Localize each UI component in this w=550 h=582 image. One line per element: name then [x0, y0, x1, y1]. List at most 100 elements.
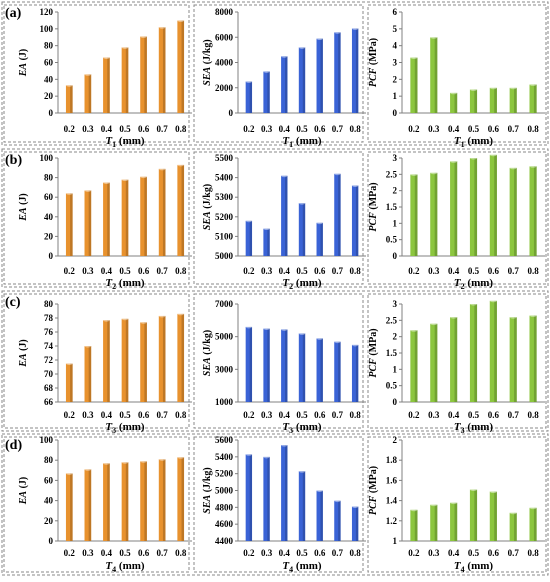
bar-shade: [533, 507, 537, 541]
bar: [158, 459, 166, 541]
y-tick-label: 0: [49, 108, 54, 118]
bar-shade: [267, 456, 270, 541]
bar-shade: [267, 228, 270, 256]
bar: [103, 182, 110, 256]
x-tick-label: 0.4: [101, 266, 113, 276]
x-axis-subscript: 1: [289, 140, 293, 149]
bar-cap: [316, 336, 323, 340]
bar-cap: [177, 455, 185, 459]
chart-ea-2: 0 20 40 60 80 100 0.2 0.3 0.4 0.5 0.6 0.7 0.8 T2 (mm)…: [3, 151, 192, 291]
x-axis-subscript: 4: [461, 565, 465, 574]
bar: [158, 315, 166, 402]
bar-shade: [533, 84, 537, 113]
y-tick-label: 3000: [215, 364, 234, 374]
x-tick-label: 0.7: [332, 266, 344, 276]
bar: [489, 491, 497, 541]
x-tick-label: 0.3: [261, 266, 273, 276]
x-tick-label: 0.4: [448, 266, 460, 276]
y-axis-unit: (J): [18, 477, 29, 491]
bar: [281, 56, 288, 113]
bar-cap: [430, 35, 438, 39]
y-tick-label: 40: [44, 496, 54, 506]
bar-shade: [125, 462, 129, 541]
bar-cap: [84, 344, 92, 348]
y-tick-label: 40: [44, 212, 54, 222]
bar: [529, 84, 537, 113]
bar-cap: [529, 506, 537, 510]
bar-cap: [351, 504, 359, 508]
bar-cap: [316, 489, 323, 492]
x-tick-label: 0.5: [296, 410, 308, 420]
x-tick-label: 0.3: [82, 548, 94, 558]
y-axis-unit: (MPa): [368, 328, 379, 358]
x-tick-label: 0.2: [64, 124, 76, 134]
x-axis-unit: (mm): [293, 421, 322, 433]
bar-shade: [533, 315, 537, 402]
bar: [245, 454, 253, 541]
y-tick-label: 70: [44, 369, 54, 379]
bar-cap: [529, 164, 537, 168]
bar: [121, 47, 129, 113]
x-axis-label: T2 (mm): [454, 277, 493, 291]
x-tick-label: 0.8: [350, 410, 362, 420]
y-axis-metric: SEA: [202, 494, 213, 513]
bar: [450, 502, 458, 541]
bar-cap: [450, 91, 458, 95]
x-tick-label: 0.8: [350, 124, 362, 134]
bar-cap: [103, 181, 110, 184]
x-tick-label: 0.2: [408, 266, 420, 276]
bar-cap: [263, 455, 270, 459]
y-tick-label: 5400: [215, 452, 234, 462]
bar: [121, 318, 129, 402]
bar: [263, 456, 270, 541]
y-tick-label: 2: [393, 74, 398, 84]
bar: [298, 333, 306, 402]
x-tick-label: 0.2: [243, 410, 255, 420]
y-tick-label: 20: [44, 516, 54, 526]
bar: [245, 81, 253, 113]
bar-shade: [285, 175, 288, 256]
y-tick-label: 76: [44, 327, 54, 337]
x-axis-unit: (mm): [116, 421, 145, 433]
y-tick-label: 1: [393, 91, 398, 101]
row-frame: [1, 1, 549, 146]
x-axis-subscript: 3: [289, 426, 293, 435]
bar-shade: [88, 74, 92, 113]
bar: [298, 471, 306, 541]
y-axis-unit: (J): [18, 193, 29, 207]
bar-shade: [162, 459, 166, 541]
bar: [263, 328, 270, 402]
bar-shade: [181, 20, 185, 114]
bar: [177, 164, 185, 256]
x-tick-label: 0.4: [448, 410, 460, 420]
y-tick-label: 40: [44, 74, 54, 84]
bar-cap: [245, 452, 253, 456]
y-tick-label: 80: [44, 173, 54, 183]
y-tick-label: 5400: [215, 173, 234, 183]
panel-label: (d): [5, 438, 22, 453]
bar-cap: [298, 201, 306, 205]
x-tick-label: 0.5: [119, 548, 131, 558]
x-axis-label: T3 (mm): [454, 421, 493, 435]
x-tick-label: 0.5: [119, 266, 131, 276]
x-tick-label: 0.4: [279, 124, 291, 134]
x-tick-label: 0.2: [64, 266, 76, 276]
bar-cap: [281, 54, 288, 58]
bar-shade: [88, 469, 92, 541]
bar-shade: [494, 87, 497, 113]
x-tick-label: 0.6: [314, 266, 326, 276]
y-tick-label: 6000: [215, 32, 234, 42]
x-axis-label: T4 (mm): [282, 560, 321, 574]
bar: [450, 92, 458, 113]
bar-shade: [414, 174, 418, 256]
bar-shade: [434, 37, 438, 113]
y-axis-metric: PCF: [368, 67, 379, 87]
bar-cap: [281, 327, 288, 331]
y-tick-label: 1: [393, 218, 398, 228]
y-tick-label: 5100: [215, 231, 234, 241]
panel-frame: [3, 151, 190, 285]
bar: [351, 344, 359, 402]
